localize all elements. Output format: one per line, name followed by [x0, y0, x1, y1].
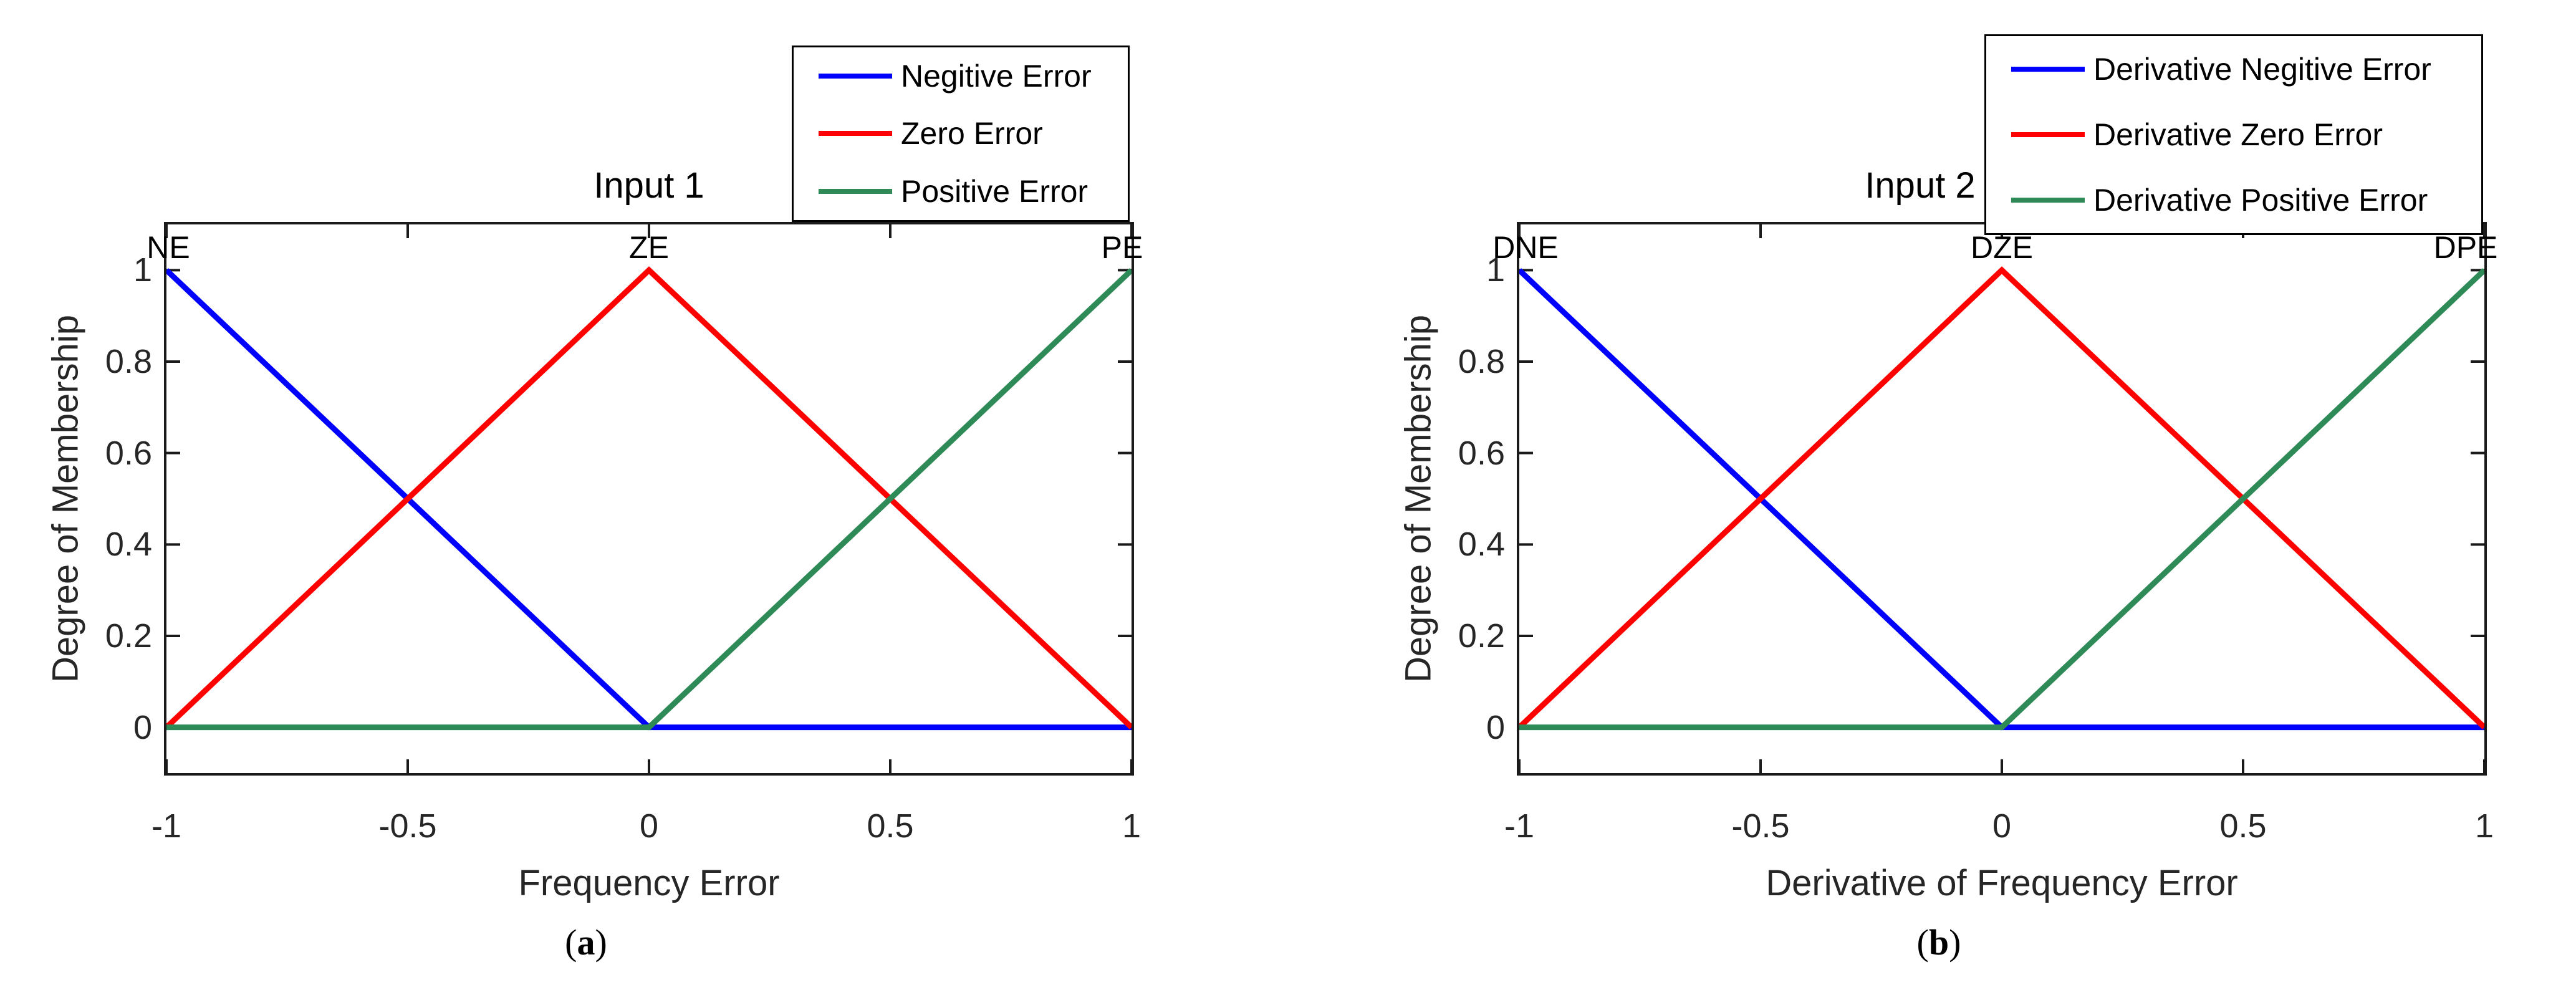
legend-line-icon — [819, 188, 892, 194]
legend-row: Positive Error — [819, 173, 1128, 209]
y-tick-label: 0 — [1486, 709, 1505, 746]
plot-area — [166, 224, 1132, 773]
legend-label: Derivative Zero Error — [2093, 117, 2383, 152]
legend-label: Positive Error — [901, 173, 1089, 209]
legend-line-icon — [2011, 132, 2085, 137]
curve-label-dne: DNE — [1492, 230, 1559, 265]
x-tick-label: -0.5 — [1731, 807, 1790, 845]
legend-row: Zero Error — [819, 115, 1128, 151]
x-tick-label: 0 — [639, 807, 659, 845]
curve-label-pe: PE — [1101, 230, 1143, 265]
curve-label-ne: NE — [147, 230, 190, 265]
legend-label: Zero Error — [901, 116, 1043, 151]
legend-line-icon — [819, 131, 892, 137]
x-tick-label: 1 — [1122, 807, 1141, 845]
legend: Negitive Error Zero Error Positive Error — [792, 46, 1130, 222]
legend-line-icon — [2011, 198, 2085, 203]
y-tick-label: 1 — [133, 251, 152, 289]
subfigure-caption-b: (b) — [1916, 922, 1961, 963]
plot-title: Input 2 — [1865, 165, 1976, 206]
plot-area — [1519, 224, 2484, 773]
legend-row: Derivative Negitive Error — [2011, 51, 2481, 87]
legend-line-icon — [819, 74, 892, 79]
x-tick-label: -1 — [151, 807, 182, 845]
x-tick-label: 0.5 — [867, 807, 914, 845]
curve-label-dze: DZE — [1971, 230, 2033, 265]
curve-label-ze: ZE — [629, 230, 669, 265]
plot-frame — [1517, 222, 2487, 776]
legend-label: Derivative Positive Error — [2093, 183, 2428, 218]
y-tick-label: 0.4 — [1458, 526, 1505, 563]
y-tick-label: 0.4 — [105, 526, 152, 563]
x-axis-label: Derivative of Frequency Error — [1766, 863, 2238, 903]
y-tick-label: 0 — [133, 709, 152, 746]
legend-line-icon — [2011, 66, 2085, 72]
y-tick-label: 0.6 — [1458, 435, 1505, 472]
legend-label: Negitive Error — [901, 59, 1092, 94]
x-tick-label: -0.5 — [378, 807, 437, 845]
curve-label-dpe: DPE — [2433, 230, 2498, 265]
y-tick-label: 0.8 — [105, 343, 152, 380]
plot-title: Input 1 — [594, 165, 704, 206]
subfigure-caption-a: (a) — [565, 922, 607, 963]
legend-row: Derivative Positive Error — [2011, 182, 2481, 218]
x-axis-label: Frequency Error — [518, 863, 780, 903]
y-tick-label: 1 — [1486, 251, 1505, 289]
y-tick-label: 0.2 — [105, 617, 152, 655]
legend-label: Derivative Negitive Error — [2093, 51, 2431, 87]
y-tick-label: 0.2 — [1458, 617, 1505, 655]
legend: Derivative Negitive Error Derivative Zer… — [1984, 34, 2483, 235]
x-tick-label: 0.5 — [2219, 807, 2267, 845]
x-tick-label: 1 — [2474, 807, 2494, 845]
x-tick-label: 0 — [1992, 807, 2012, 845]
y-tick-label: 0.6 — [105, 435, 152, 472]
legend-row: Derivative Zero Error — [2011, 117, 2481, 153]
legend-row: Negitive Error — [819, 58, 1128, 94]
x-tick-label: -1 — [1504, 807, 1535, 845]
y-tick-label: 0.8 — [1458, 343, 1505, 380]
plot-frame — [164, 222, 1134, 776]
